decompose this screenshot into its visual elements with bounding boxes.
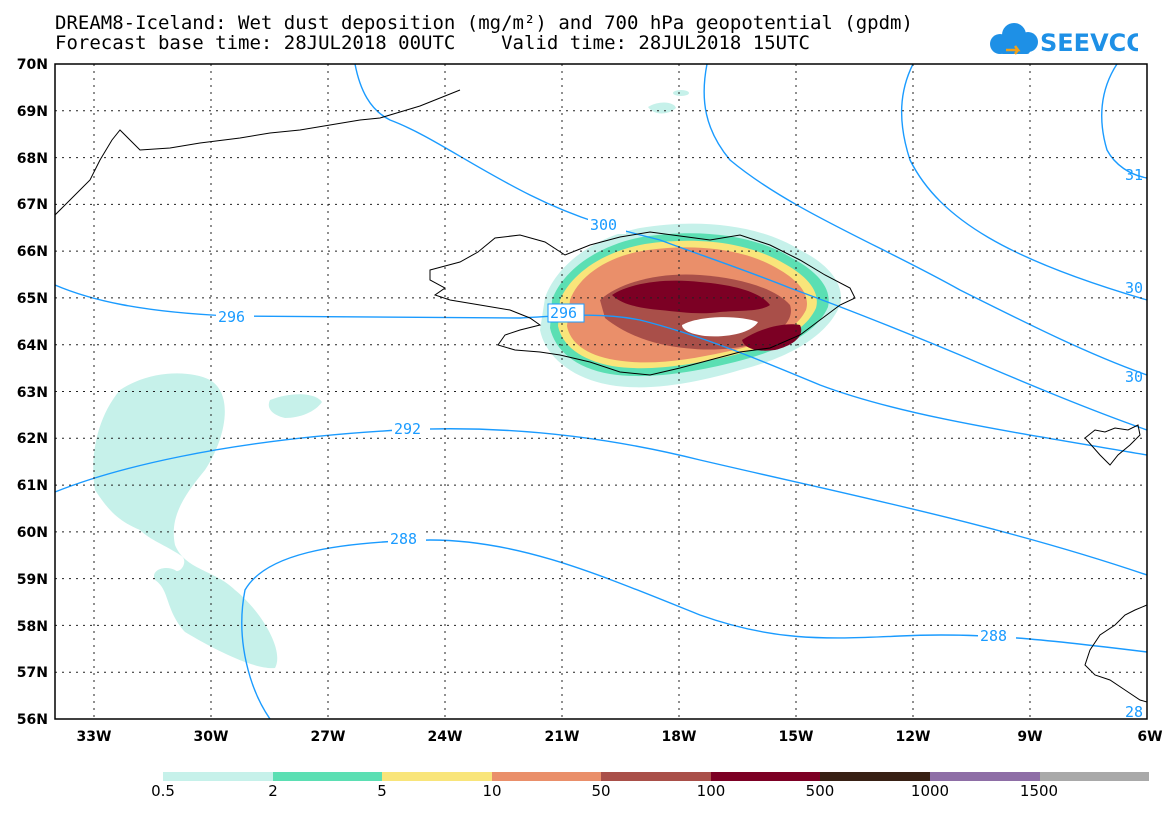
colorbar-swatch bbox=[929, 772, 1040, 781]
deposition-gap bbox=[682, 317, 758, 337]
contour-line bbox=[900, 64, 1147, 301]
lon-label: 33W bbox=[77, 729, 112, 745]
contour-line bbox=[703, 64, 1147, 376]
contour-label: 30 bbox=[1125, 368, 1143, 386]
latitude-labels: 70N 69N 68N 67N 66N 65N 64N 63N 62N 61N … bbox=[17, 57, 48, 728]
map-frame bbox=[54, 63, 1148, 720]
deposition-100-region bbox=[612, 280, 770, 314]
colorbar-label: 50 bbox=[591, 782, 611, 800]
lat-label: 61N bbox=[17, 478, 48, 494]
lat-label: 70N bbox=[17, 57, 48, 73]
contour-line bbox=[55, 428, 1147, 576]
colorbar-swatch bbox=[710, 772, 821, 781]
logo-text: SEEVCCC bbox=[1040, 29, 1138, 57]
lat-label: 57N bbox=[17, 665, 48, 681]
contour-line bbox=[55, 284, 1147, 456]
colorbar-swatch bbox=[382, 772, 492, 781]
contour-label: 296 bbox=[550, 304, 577, 322]
colorbar-label: 100 bbox=[696, 782, 726, 800]
lat-label: 60N bbox=[17, 525, 48, 541]
lat-label: 68N bbox=[17, 151, 48, 167]
label-bg bbox=[388, 530, 426, 548]
contour-label: 288 bbox=[980, 627, 1007, 645]
lon-label: 21W bbox=[545, 729, 580, 745]
label-bg bbox=[392, 420, 430, 438]
deposition-0.5-patch bbox=[648, 102, 676, 114]
label-bg bbox=[216, 308, 254, 326]
colorbar-label: 0.5 bbox=[151, 782, 175, 800]
contour-label: 300 bbox=[590, 216, 617, 234]
deposition-0.5-region bbox=[93, 373, 278, 669]
lat-label: 67N bbox=[17, 197, 48, 213]
iceland-coastline bbox=[429, 231, 856, 376]
lon-label: 15W bbox=[779, 729, 814, 745]
contour-label: 296 bbox=[218, 308, 245, 326]
lat-label: 59N bbox=[17, 572, 48, 588]
contour-line bbox=[241, 539, 1147, 719]
colorbar-label: 1000 bbox=[910, 782, 950, 800]
colorbar-swatch bbox=[491, 772, 602, 781]
lat-label: 65N bbox=[17, 291, 48, 307]
lon-label: 6W bbox=[1137, 729, 1162, 745]
geopotential-contours bbox=[55, 64, 1147, 719]
coastlines bbox=[55, 89, 1147, 703]
colorbar-swatch bbox=[163, 772, 273, 781]
label-bg bbox=[588, 216, 626, 234]
dust-deposition-shading bbox=[93, 90, 841, 669]
lat-label: 63N bbox=[17, 385, 48, 401]
lon-label: 24W bbox=[428, 729, 463, 745]
label-bg bbox=[978, 627, 1016, 645]
lon-label: 27W bbox=[311, 729, 346, 745]
lat-label: 69N bbox=[17, 104, 48, 120]
lon-label: 30W bbox=[194, 729, 229, 745]
deposition-0.5-patch bbox=[673, 90, 689, 96]
contour-label: 31 bbox=[1125, 166, 1143, 184]
label-bg bbox=[547, 303, 585, 323]
greenland-coastline bbox=[55, 89, 461, 216]
colorbar-swatch bbox=[601, 772, 711, 781]
contour-label: 28 bbox=[1125, 703, 1143, 721]
deposition-0.5-patch bbox=[268, 394, 322, 418]
contour-label: 292 bbox=[394, 420, 421, 438]
colorbar-swatch bbox=[1039, 772, 1150, 781]
faroe-islands-coastline bbox=[1084, 424, 1141, 466]
colorbar-label: 500 bbox=[805, 782, 835, 800]
contour-label: 30 bbox=[1125, 279, 1143, 297]
colorbar-label: 10 bbox=[482, 782, 502, 800]
colorbar-label: 2 bbox=[268, 782, 278, 800]
lat-label: 56N bbox=[17, 712, 48, 728]
map-title: DREAM8-Iceland: Wet dust deposition (mg/… bbox=[55, 12, 913, 34]
forecast-times: Forecast base time: 28JUL2018 00UTC Vali… bbox=[55, 32, 810, 54]
deposition-100-region-se bbox=[742, 324, 802, 351]
lon-label: 9W bbox=[1017, 729, 1042, 745]
colorbar-label: 1500 bbox=[1019, 782, 1059, 800]
colorbar-swatch bbox=[272, 772, 383, 781]
colorbar-label: 5 bbox=[377, 782, 387, 800]
lat-label: 58N bbox=[17, 619, 48, 635]
contour-label: 288 bbox=[390, 530, 417, 548]
lat-label: 64N bbox=[17, 338, 48, 354]
contour-labels: 300 296 296 292 288 288 31 30 30 28 bbox=[216, 166, 1143, 721]
colorbar bbox=[163, 772, 1150, 781]
lon-label: 18W bbox=[662, 729, 697, 745]
lat-label: 66N bbox=[17, 244, 48, 260]
seevccc-logo: SEEVCCC bbox=[990, 23, 1138, 57]
scotland-coastline bbox=[1084, 604, 1147, 703]
contour-line bbox=[354, 64, 1147, 431]
lat-label: 62N bbox=[17, 431, 48, 447]
longitude-labels: 33W 30W 27W 24W 21W 18W 15W 12W 9W 6W bbox=[77, 729, 1163, 745]
contour-line bbox=[1101, 64, 1147, 179]
graticule bbox=[55, 64, 1147, 719]
colorbar-swatch bbox=[820, 772, 930, 781]
lon-label: 12W bbox=[896, 729, 931, 745]
